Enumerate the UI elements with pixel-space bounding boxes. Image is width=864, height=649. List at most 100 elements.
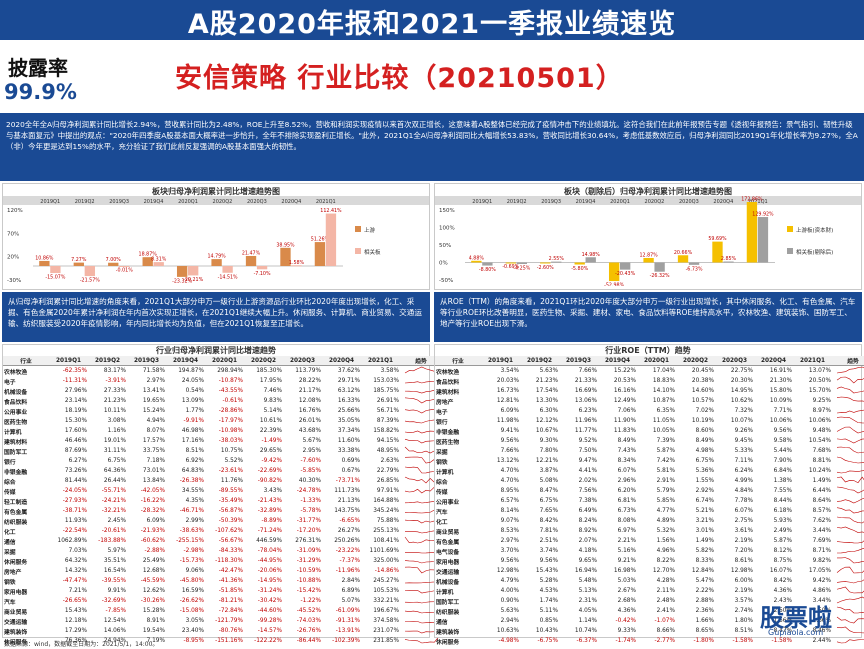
- table-header-cell: 2020Q3: [283, 356, 322, 366]
- table-cell: -62.35%: [62, 368, 87, 374]
- chart-legend-label: 上游板(资本财): [796, 226, 833, 234]
- table-cell: 4.36%: [617, 608, 636, 614]
- table-row: 国防军工 87.69% 31.11% 33.75% 8.51% 10.75% 29.65% 2…: [3, 446, 442, 456]
- table-cell: 8.66%: [656, 628, 675, 634]
- trend-sparkline: [400, 446, 442, 456]
- table-cell: 8.51%: [185, 448, 204, 454]
- table-cell: 2.84%: [341, 578, 360, 584]
- table-cell: 5.14%: [263, 408, 282, 414]
- table-row: 农林牧渔 -62.35% 83.17% 71.58% 194.87% 298.94% 185…: [3, 366, 442, 377]
- sparkline-svg: [404, 526, 439, 534]
- sparkline-line: [404, 596, 439, 604]
- table-cell: 6.35%: [656, 408, 675, 414]
- industry-name: 家用电器: [436, 559, 460, 566]
- chart-period-label: 2020Q4: [713, 199, 733, 205]
- table-cell: 16.59%: [181, 588, 204, 594]
- table-cell: 9.26%: [734, 428, 753, 434]
- table-cell: 2.63%: [380, 458, 399, 464]
- table-cell: 8.42%: [539, 518, 558, 524]
- sparkline-svg: [404, 416, 439, 424]
- table-cell: 35.51%: [103, 558, 126, 564]
- table-cell: 4.36%: [773, 588, 792, 594]
- sparkline-line: [404, 576, 439, 584]
- chart-data-label: 2.85%: [721, 256, 737, 262]
- chart-header-bg: [435, 196, 861, 205]
- table-cell: 6.09%: [146, 518, 165, 524]
- table-header-cell: 2020Q4: [322, 356, 361, 366]
- table-cell: 332.21%: [373, 598, 399, 604]
- table-header-cell: 2020Q4: [754, 356, 793, 366]
- table-cell: -255.15%: [176, 538, 204, 544]
- table-cell: 5.03%: [617, 578, 636, 584]
- industry-name: 商业贸易: [4, 609, 28, 616]
- chart-bar: [482, 262, 493, 266]
- table-cell: 14.32%: [64, 568, 87, 574]
- table-cell: 7.66%: [578, 368, 597, 374]
- sparkline-svg: [404, 546, 439, 554]
- table-row: 非银金融 73.26% 64.36% 73.01% 64.83% -23.61% -22.6…: [3, 466, 442, 476]
- industry-name: 通信: [4, 539, 16, 546]
- trend-sparkline: [400, 466, 442, 476]
- sparkline-svg: [836, 470, 864, 474]
- table-cell: 12.70%: [652, 568, 675, 574]
- chart-bar: [280, 247, 291, 266]
- industry-name: 机械设备: [436, 579, 460, 586]
- table-cell: -39.55%: [101, 578, 126, 584]
- chart-legend-swatch: [787, 248, 793, 254]
- table-cell: -56.87%: [218, 508, 243, 514]
- table-cell: -99.28%: [257, 618, 282, 624]
- sparkline-svg: [404, 496, 439, 504]
- table-row: 交通运输 12.98% 15.43% 16.94% 16.98% 12.70% 12.84%…: [435, 566, 864, 576]
- table-cell: 7.18%: [146, 458, 165, 464]
- table-cell: -107.62%: [215, 528, 243, 534]
- right-summary-box: 从ROE（TTM）的角度来看，2021Q1环比2020年度大部分申万一级行业出现…: [434, 292, 862, 342]
- table-cell: 7.71%: [773, 408, 792, 414]
- table-header-cell: 2019Q3: [559, 356, 598, 366]
- table-cell: 12.08%: [298, 398, 321, 404]
- table-cell: -31.29%: [296, 558, 321, 564]
- chart-bar: [723, 261, 734, 263]
- table-cell: 9.52%: [578, 438, 597, 444]
- table-cell: 17.60%: [64, 428, 87, 434]
- sparkline-svg: [836, 446, 864, 454]
- table-row: 机械设备 4.79% 5.28% 5.48% 5.03% 4.28% 5.47% 6.00% 8…: [435, 576, 864, 586]
- table-cell: -14.57%: [257, 628, 282, 634]
- table-cell: 3.70%: [500, 548, 519, 554]
- table-cell: 7.50%: [578, 448, 597, 454]
- table-cell: 5.63%: [539, 368, 558, 374]
- table-cell: -24.21%: [101, 498, 126, 504]
- table-cell: -73.71%: [335, 478, 360, 484]
- left-table-title: 行业归母净利润累计同比增速趋势: [156, 346, 276, 355]
- chart-y-tick: 20%: [7, 255, 19, 261]
- table-cell: 5.47%: [695, 578, 714, 584]
- trend-sparkline: [400, 556, 442, 566]
- table-cell: -23.22%: [335, 548, 360, 554]
- table-cell: 6.75%: [695, 458, 714, 464]
- table-header-cell: 行业: [435, 356, 481, 366]
- trend-sparkline: [400, 436, 442, 446]
- chart-period-label: 2020Q2: [213, 199, 233, 205]
- table-cell: 64.32%: [64, 558, 87, 564]
- table-cell: 6.57%: [500, 498, 519, 504]
- table-cell: 2.94%: [500, 618, 519, 624]
- table-cell: -24.78%: [296, 488, 321, 494]
- left-chart-panel: 板块归母净利润累计同比增速趋势图 2019Q1 2019Q2 2019Q3 2019Q…: [2, 183, 430, 290]
- table-cell: -90.82%: [257, 478, 282, 484]
- table-cell: 8.49%: [617, 438, 636, 444]
- table-cell: -23.61%: [218, 468, 243, 474]
- sparkline-svg: [836, 616, 864, 624]
- table-cell: 10.63%: [496, 628, 519, 634]
- chart-period-label: 2019Q1: [40, 199, 60, 205]
- table-cell: 40.30%: [298, 478, 321, 484]
- chart-bar: [84, 266, 95, 277]
- table-cell: 9.58%: [773, 438, 792, 444]
- sparkline-line: [836, 456, 864, 464]
- table-cell: 18.83%: [652, 378, 675, 384]
- table-cell: 16.16%: [613, 388, 636, 394]
- table-cell: 13.06%: [574, 398, 597, 404]
- sparkline-line: [404, 586, 439, 594]
- table-row: 银行 11.98% 12.12% 11.96% 11.90% 11.05% 10.19% 10…: [435, 416, 864, 426]
- table-cell: 2.49%: [773, 528, 792, 534]
- table-cell: -183.88%: [98, 538, 126, 544]
- chart-data-label: 10.86%: [35, 255, 54, 261]
